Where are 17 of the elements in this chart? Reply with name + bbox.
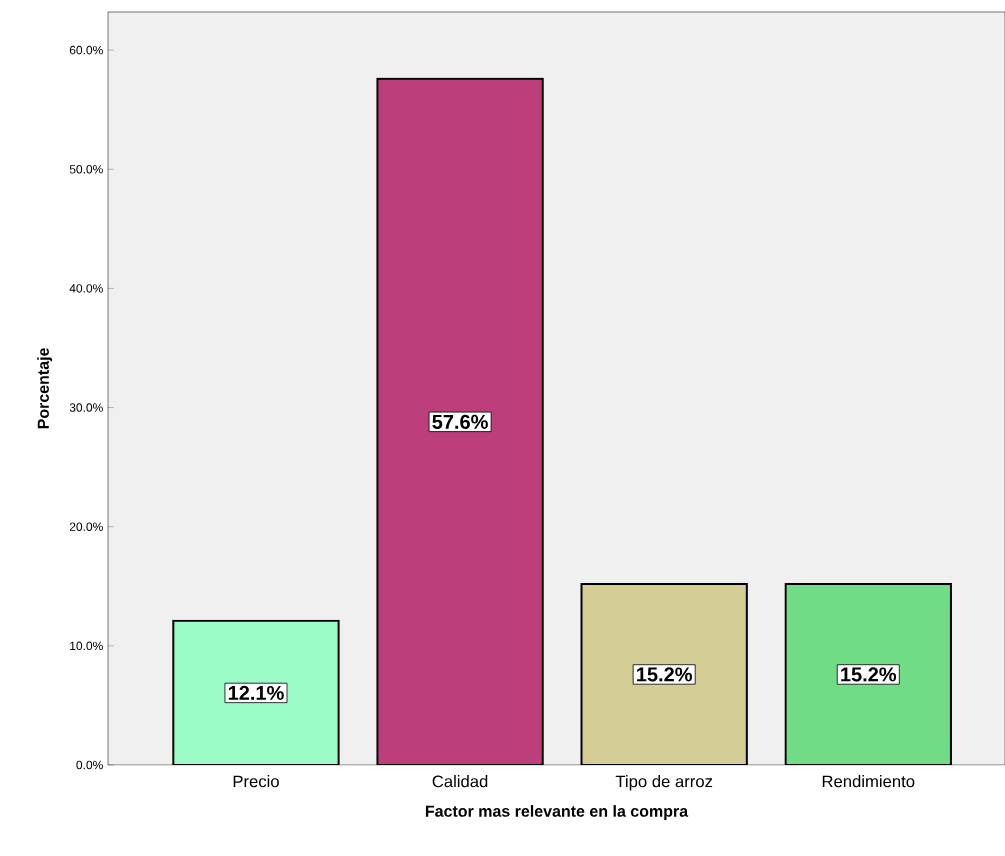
y-tick-label: 0.0% [76,760,103,770]
data-label: 15.2% [637,667,692,682]
y-tick-label: 30.0% [69,403,103,412]
y-tick-label: 60.0% [69,45,103,55]
y-tick-label: 20.0% [69,522,103,531]
x-tick-label: Rendimiento [822,775,915,788]
y-tick-label: 40.0% [69,284,103,293]
x-axis-title: Factor mas relevante en la compra [425,805,689,820]
x-tick-label: Tipo de arroz [615,775,713,791]
data-label: 57.6% [432,414,488,429]
y-tick-label: 10.0% [70,641,103,651]
y-tick-label: 50.0% [69,165,103,174]
x-tick-label: Precio [233,775,279,788]
data-label: 12.1% [228,685,284,700]
x-tick-label: Calidad [432,775,488,788]
data-label: 15.2% [841,667,897,682]
y-axis-title: Porcentaje [37,348,53,429]
